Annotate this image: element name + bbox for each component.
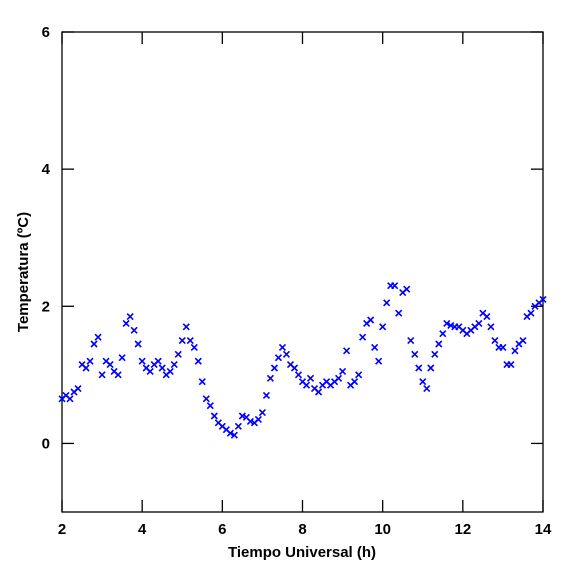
point (339, 367, 347, 375)
point (435, 340, 443, 348)
point (86, 357, 94, 365)
point (106, 361, 114, 369)
point (407, 337, 415, 345)
point (158, 364, 166, 372)
point (427, 364, 435, 372)
point (278, 343, 287, 351)
point (383, 299, 391, 307)
point (274, 354, 283, 362)
x-tick-label: 12 (454, 521, 471, 538)
point (118, 354, 126, 362)
point (423, 385, 431, 393)
point (174, 350, 182, 358)
point (122, 319, 130, 327)
point (375, 357, 383, 365)
x-tick-label: 14 (535, 521, 552, 538)
point (371, 343, 379, 351)
point (90, 340, 98, 348)
point (210, 412, 218, 420)
point (351, 378, 359, 386)
point (254, 415, 262, 423)
point (391, 282, 399, 290)
point (343, 347, 351, 355)
point (367, 316, 375, 324)
x-tick-label: 2 (58, 521, 66, 538)
point (306, 374, 315, 382)
point (507, 361, 515, 369)
point (246, 417, 254, 426)
point (403, 285, 411, 293)
point (146, 367, 154, 375)
point (202, 395, 210, 403)
point (226, 429, 234, 437)
point (419, 378, 427, 386)
point (238, 412, 246, 420)
point (230, 431, 238, 439)
point (130, 326, 138, 334)
point (234, 422, 242, 430)
point (114, 371, 122, 379)
point (499, 343, 507, 351)
point (154, 357, 162, 365)
point (258, 409, 266, 417)
point (294, 371, 303, 379)
point (194, 357, 202, 365)
point (82, 364, 90, 372)
point (487, 323, 495, 331)
point (539, 295, 547, 303)
x-tick-label: 10 (374, 521, 391, 538)
point (282, 350, 291, 358)
point (439, 330, 447, 338)
point (443, 319, 451, 327)
point (266, 374, 274, 382)
point (411, 350, 419, 358)
y-tick-label: 2 (42, 298, 50, 315)
point (447, 321, 455, 330)
point (126, 313, 134, 321)
point (302, 381, 311, 389)
point (475, 319, 483, 327)
point (170, 361, 178, 369)
point (379, 323, 387, 331)
point (66, 395, 74, 403)
point (74, 385, 82, 393)
point (314, 388, 323, 396)
plot-frame (61, 31, 544, 513)
point (511, 347, 519, 355)
x-tick-label: 6 (218, 521, 226, 538)
point (206, 402, 214, 410)
point (98, 371, 106, 379)
y-tick-label: 6 (42, 24, 50, 41)
x-tick-label: 8 (298, 521, 306, 538)
point (519, 337, 527, 345)
point (262, 391, 270, 399)
point (198, 378, 206, 386)
point (138, 357, 146, 365)
x-axis-label: Tiempo Universal (h) (228, 544, 376, 561)
point (270, 364, 279, 372)
point (94, 333, 102, 341)
x-tick-label: 4 (138, 521, 147, 538)
point (483, 313, 491, 321)
point (166, 367, 174, 375)
y-axis-label: Temperatura (ºC) (15, 212, 32, 332)
point (190, 343, 198, 351)
point (431, 350, 439, 358)
y-tick-label: 4 (42, 161, 51, 178)
point (491, 337, 499, 345)
y-tick-label: 0 (42, 435, 50, 452)
point (527, 309, 535, 317)
point (395, 309, 403, 317)
point (186, 337, 194, 345)
point (415, 364, 423, 372)
point (359, 333, 367, 341)
point (182, 323, 190, 331)
point (290, 364, 299, 372)
point (134, 340, 142, 348)
point (355, 371, 363, 379)
point (335, 374, 343, 382)
point (178, 337, 186, 345)
